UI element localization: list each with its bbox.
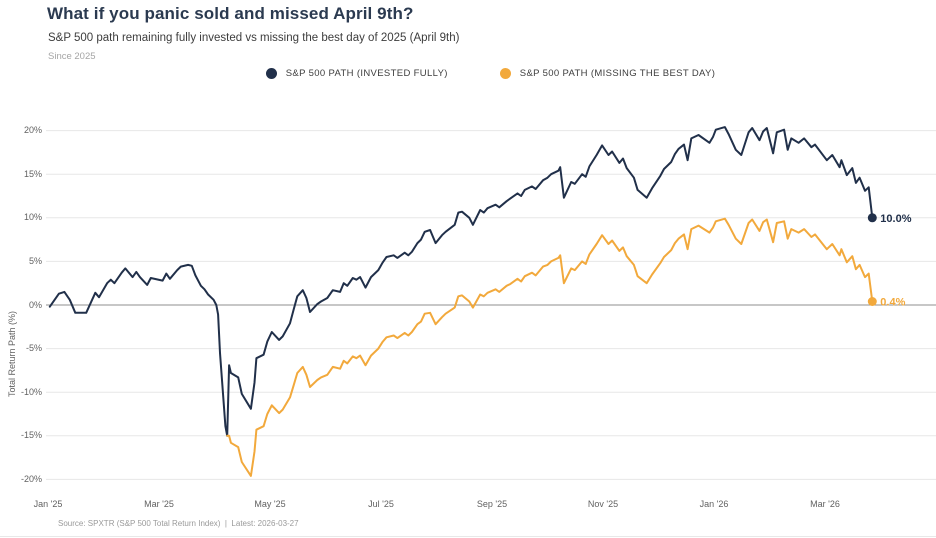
y-tick-label: 0% — [28, 299, 42, 310]
x-tick-label: Mar '26 — [810, 499, 840, 509]
y-tick-label: -15% — [20, 430, 42, 441]
source-note: Source: SPXTR (S&P 500 Total Return Inde… — [58, 519, 299, 528]
missing-end-dot — [867, 297, 877, 306]
x-tick-label: Jan '26 — [699, 499, 729, 509]
since-label: Since 2025 — [48, 51, 96, 62]
y-tick-label: 10% — [23, 212, 42, 223]
x-tick-label: May '25 — [254, 499, 286, 509]
bottom-divider — [0, 536, 936, 537]
missing-line — [226, 217, 874, 477]
x-tick-label: Jul '25 — [368, 499, 394, 509]
missing-end-label: 0.4% — [880, 297, 905, 309]
y-tick-label: 15% — [23, 168, 42, 179]
invested-line — [48, 126, 874, 437]
x-tick-label: Mar '25 — [144, 499, 174, 509]
y-axis-title: Total Return Path (%) — [7, 310, 17, 397]
x-tick-label: Jan '25 — [33, 499, 63, 509]
x-tick-label: Sep '25 — [476, 499, 508, 509]
y-tick-label: -5% — [25, 343, 42, 354]
chart-title: What if you panic sold and missed April … — [47, 4, 414, 23]
y-tick-label: -10% — [20, 386, 42, 397]
legend-item-invested-fully[interactable]: S&P 500 PATH (INVESTED FULLY) — [265, 68, 448, 79]
legend-marker-invested-icon — [265, 68, 277, 79]
chart-subtitle: S&P 500 path remaining fully invested vs… — [48, 32, 460, 44]
legend-marker-missing-icon — [499, 68, 511, 79]
y-tick-label: 5% — [28, 255, 42, 266]
x-tick-label: Nov '25 — [587, 499, 619, 509]
chart-legend: S&P 500 PATH (INVESTED FULLY) S&P 500 PA… — [0, 68, 936, 79]
y-tick-label: 20% — [23, 125, 42, 136]
invested-end-label: 10.0% — [880, 213, 911, 225]
invested-end-dot — [867, 213, 877, 223]
legend-label-invested: S&P 500 PATH (INVESTED FULLY) — [285, 68, 448, 79]
y-tick-label: -20% — [20, 473, 42, 484]
legend-item-missing-best-day[interactable]: S&P 500 PATH (MISSING THE BEST DAY) — [499, 68, 716, 79]
legend-label-missing: S&P 500 PATH (MISSING THE BEST DAY) — [519, 68, 716, 79]
